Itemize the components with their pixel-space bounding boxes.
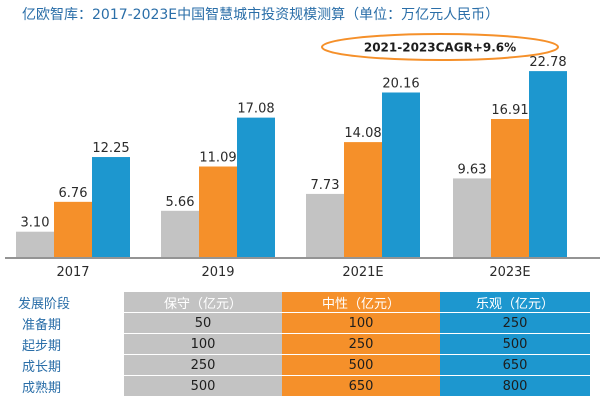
conservative-value: 100: [124, 333, 282, 355]
table-header-row: 发展阶段 保守（亿元） 中性（亿元） 乐观（亿元）: [14, 292, 590, 313]
bar-optimistic-2019: [237, 117, 275, 257]
conservative-value: 500: [124, 375, 282, 397]
neutral-value: 100: [282, 312, 440, 334]
header-optimistic: 乐观（亿元）: [440, 292, 590, 313]
data-label-neutral-2019: 11.09: [199, 151, 236, 166]
optimistic-value: 500: [440, 333, 590, 355]
stage-label: 成熟期: [14, 375, 124, 397]
bar-neutral-2019: [199, 166, 237, 257]
data-label-neutral-2021E: 14.08: [344, 126, 381, 141]
header-neutral: 中性（亿元）: [282, 292, 440, 313]
data-label-optimistic-2023E: 22.78: [529, 55, 566, 70]
data-label-optimistic-2021E: 20.16: [382, 76, 419, 91]
header-stage: 发展阶段: [14, 292, 124, 313]
data-label-conservative-2017: 3.10: [21, 216, 50, 231]
conservative-value: 50: [124, 312, 282, 334]
bars-layer: 3.10 6.76 12.25 5.66 11.09 17.08 7.73 14.08 20.1…: [16, 55, 567, 257]
neutral-value: 500: [282, 354, 440, 376]
header-conservative: 保守（亿元）: [124, 292, 282, 313]
bar-optimistic-2017: [92, 157, 130, 257]
data-label-conservative-2019: 5.66: [166, 195, 195, 210]
neutral-value: 650: [282, 375, 440, 397]
bar-neutral-2021E: [344, 142, 382, 257]
bar-conservative-2023E: [453, 178, 491, 257]
bar-conservative-2021E: [306, 193, 344, 257]
x-tick-label-2017: 2017: [56, 265, 89, 280]
bar-neutral-2017: [54, 201, 92, 257]
chart-title: 亿欧智库：2017-2023E中国智慧城市投资规模测算（单位：万亿元人民币）: [22, 6, 499, 23]
conservative-value: 250: [124, 354, 282, 376]
table-row: 成熟期 500 650 800: [14, 375, 590, 397]
data-label-optimistic-2019: 17.08: [237, 102, 274, 117]
bar-neutral-2023E: [491, 119, 529, 257]
bar-conservative-2017: [16, 231, 54, 257]
cagr-label: 2021-2023CAGR+9.6%: [364, 41, 516, 55]
optimistic-value: 800: [440, 375, 590, 397]
table-row: 成长期 250 500 650: [14, 354, 590, 376]
x-tick-labels: 2017 2019 2021E 2023E: [56, 265, 530, 280]
data-label-neutral-2023E: 16.91: [491, 103, 528, 118]
stage-label: 起步期: [14, 333, 124, 355]
bar-optimistic-2021E: [382, 92, 420, 257]
neutral-value: 250: [282, 333, 440, 355]
stage-label: 准备期: [14, 312, 124, 334]
optimistic-value: 250: [440, 312, 590, 334]
stage-investment-table: 发展阶段 保守（亿元） 中性（亿元） 乐观（亿元） 准备期 50 100 250…: [14, 292, 590, 397]
cagr-annotation: 2021-2023CAGR+9.6%: [321, 33, 559, 61]
table-row: 起步期 100 250 500: [14, 333, 590, 355]
data-label-conservative-2023E: 9.63: [458, 162, 487, 177]
x-tick-label-2023E: 2023E: [489, 265, 530, 280]
data-label-optimistic-2017: 12.25: [92, 141, 129, 156]
bar-chart: 亿欧智库：2017-2023E中国智慧城市投资规模测算（单位：万亿元人民币） 2…: [5, 6, 600, 280]
data-label-neutral-2017: 6.76: [59, 186, 88, 201]
cagr-ellipse: [321, 33, 559, 61]
bar-optimistic-2023E: [529, 71, 567, 257]
x-tick-label-2019: 2019: [201, 265, 234, 280]
x-tick-label-2021E: 2021E: [342, 265, 383, 280]
optimistic-value: 650: [440, 354, 590, 376]
bar-conservative-2019: [161, 210, 199, 257]
table-row: 准备期 50 100 250: [14, 312, 590, 334]
data-label-conservative-2021E: 7.73: [311, 178, 340, 193]
stage-label: 成长期: [14, 354, 124, 376]
